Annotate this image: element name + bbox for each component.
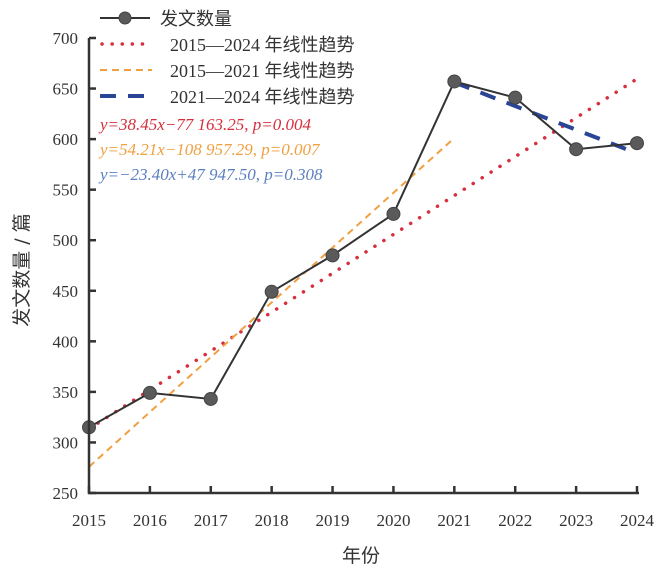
legend-series-label: 发文数量	[160, 9, 232, 29]
x-tick-label: 2024	[620, 511, 654, 530]
data-series	[82, 74, 644, 435]
x-tick-label: 2018	[255, 511, 289, 530]
x-tick-label: 2023	[559, 511, 593, 530]
equation-1: y=38.45x−77 163.25, p=0.004	[98, 115, 312, 134]
x-tick-label: 2017	[194, 511, 229, 530]
y-tick-label: 450	[53, 282, 79, 301]
data-point-2018	[264, 284, 279, 299]
legend-trend-2-label: 2015—2021 年线性趋势	[170, 61, 355, 81]
data-point-2020	[386, 206, 401, 221]
data-point-2024	[630, 136, 644, 151]
y-tick-label: 400	[53, 332, 79, 351]
data-point-2023	[569, 142, 584, 157]
equation-2: y=54.21x−108 957.29, p=0.007	[98, 140, 321, 159]
axes	[87, 38, 639, 495]
trendline-1	[87, 77, 639, 431]
y-tick-label: 650	[53, 80, 79, 99]
data-point-2022	[508, 90, 523, 105]
series-line	[88, 80, 638, 429]
trendline-2	[88, 137, 456, 468]
y-axis-label: 发文数量 / 篇	[11, 213, 33, 326]
x-axis-label: 年份	[342, 545, 380, 567]
y-tick-label: 300	[53, 433, 79, 452]
data-point-2017	[203, 391, 218, 406]
legend-trend-1-label: 2015—2024 年线性趋势	[170, 35, 355, 55]
data-point-2016	[142, 385, 157, 400]
x-tick-label: 2019	[316, 511, 350, 530]
x-tick-label: 2021	[437, 511, 471, 530]
legend: 发文数量 2015—2024 年线性趋势 2015—2021 年线性趋势 202…	[98, 9, 355, 184]
data-point-2019	[325, 248, 340, 263]
y-tick-label: 500	[53, 231, 79, 250]
y-tick-label: 600	[53, 130, 79, 149]
x-tick-label: 2020	[376, 511, 410, 530]
y-tick-label: 250	[53, 484, 79, 503]
trendline-3	[453, 80, 638, 156]
y-tick-label: 550	[53, 181, 79, 200]
x-tick-label: 2015	[72, 511, 106, 530]
data-point-2021	[447, 74, 462, 89]
y-tick-label: 350	[53, 383, 79, 402]
equation-3: y=−23.40x+47 947.50, p=0.308	[98, 165, 323, 184]
legend-series-marker	[118, 11, 132, 25]
x-tick-label: 2022	[498, 511, 532, 530]
trendlines	[87, 77, 639, 468]
y-tick-label: 700	[53, 29, 79, 48]
x-tick-label: 2016	[133, 511, 167, 530]
legend-trend-3-label: 2021—2024 年线性趋势	[170, 87, 355, 107]
